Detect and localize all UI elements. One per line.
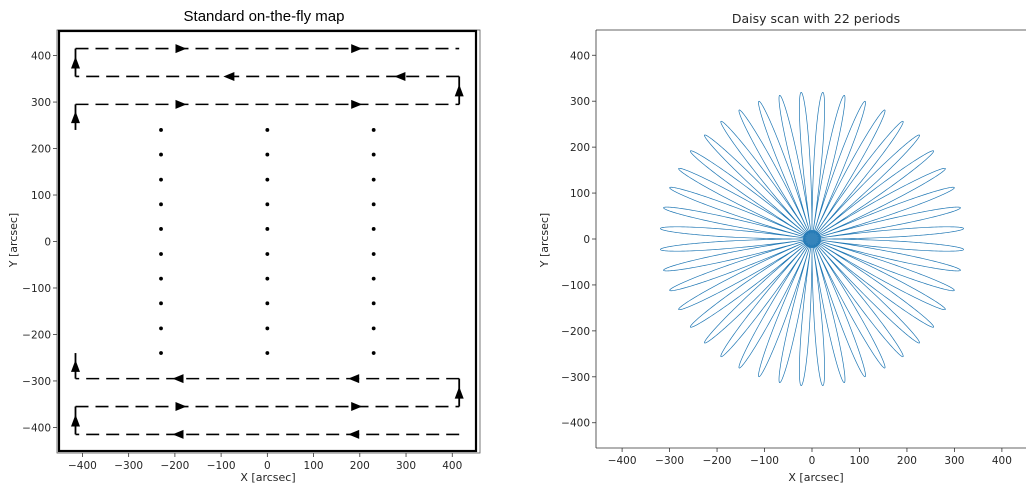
left-pointing-dot <box>371 252 376 256</box>
left-chart: Standard on-the-fly map −400 −300 −200 −100… <box>7 8 481 483</box>
left-scan-direction-arrow <box>175 44 187 54</box>
left-x-tick-label: −200 <box>160 460 189 472</box>
right-y-tick-label: −200 <box>561 326 590 338</box>
right-x-tick-label: 100 <box>849 455 869 467</box>
left-pointing-dot <box>265 227 270 231</box>
left-y-axis-label: Y [arcsec] <box>7 213 20 268</box>
left-scan-direction-arrow <box>348 374 360 384</box>
right-y-tick-label: 400 <box>570 50 590 62</box>
right-x-tick-label: −300 <box>655 455 684 467</box>
left-x-axis-label: X [arcsec] <box>240 471 295 483</box>
left-scan-direction-arrow <box>172 374 184 384</box>
left-scan-direction-arrow <box>351 44 363 54</box>
left-scan-direction-arrow <box>172 429 184 439</box>
left-pointing-dot <box>265 351 270 355</box>
daisy-center-cluster <box>803 230 821 248</box>
left-pointing-dot <box>371 177 376 182</box>
left-pointing-dot <box>265 301 270 306</box>
left-chart-title: Standard on-the-fly map <box>184 8 345 25</box>
left-y-tick-label: −100 <box>22 283 51 295</box>
left-pointing-dot <box>265 202 270 207</box>
left-scan-direction-arrow <box>175 402 187 412</box>
left-pointing-dot <box>265 326 270 331</box>
left-y-tick-label: 400 <box>31 51 51 63</box>
left-pointing-dot <box>371 326 376 331</box>
left-x-tick-label: −400 <box>68 460 97 472</box>
left-y-tick-label: 200 <box>31 144 51 156</box>
left-pointing-dot <box>371 128 376 132</box>
right-x-tick-label: 200 <box>897 455 917 467</box>
right-y-tick-label: −400 <box>561 418 590 430</box>
left-scan-direction-arrow <box>351 402 363 412</box>
left-turn-arrow <box>454 386 464 399</box>
left-scan-direction-arrow <box>348 429 360 439</box>
left-pointing-dot <box>159 326 163 331</box>
right-y-tick-label: 0 <box>583 234 590 246</box>
left-pointing-dot <box>371 152 376 157</box>
left-pointing-dot <box>371 276 376 281</box>
left-y-tick-label: −300 <box>22 376 51 388</box>
left-scan-direction-arrow <box>223 71 235 81</box>
left-pointing-dot <box>371 351 376 355</box>
left-pointing-dot <box>265 177 270 182</box>
left-turn-arrow <box>70 56 80 69</box>
left-pointing-dot <box>159 128 163 132</box>
left-pointing-dot <box>265 276 270 281</box>
right-y-tick-label: −100 <box>561 280 590 292</box>
left-axes-frame <box>56 29 481 454</box>
left-turn-arrow <box>70 359 80 372</box>
left-scan-direction-arrow <box>175 99 187 109</box>
left-turn-arrow <box>454 84 464 97</box>
left-pointing-dot <box>159 177 163 182</box>
right-y-tick-label: 200 <box>570 142 590 154</box>
left-y-tick-label: 0 <box>44 237 51 249</box>
right-x-axis-label: X [arcsec] <box>788 471 843 483</box>
left-x-tick-label: 100 <box>304 460 324 472</box>
right-y-axis-label: Y [arcsec] <box>538 213 551 268</box>
left-y-tick-label: −200 <box>22 329 51 341</box>
left-pointing-dot <box>159 152 163 157</box>
left-pointing-dot <box>159 301 163 306</box>
left-pointing-dot <box>265 128 270 132</box>
left-pointing-dot <box>371 227 376 231</box>
right-chart: Daisy scan with 22 periods −400 −300 −200 −… <box>538 11 1026 483</box>
left-x-tick-label: −300 <box>114 460 143 472</box>
left-x-tick-label: −100 <box>207 460 236 472</box>
right-x-tick-label: −400 <box>608 455 637 467</box>
left-pointing-dot <box>159 351 163 355</box>
left-x-tick-label: 400 <box>442 460 462 472</box>
left-pointing-dot <box>159 202 163 207</box>
left-scan-direction-arrow <box>351 99 363 109</box>
left-x-tick-label: 0 <box>264 460 271 472</box>
right-chart-title: Daisy scan with 22 periods <box>732 11 900 26</box>
left-pointing-dot <box>371 301 376 306</box>
left-pointing-dot <box>265 252 270 256</box>
right-x-tick-label: −200 <box>703 455 732 467</box>
left-turn-arrow <box>70 414 80 427</box>
left-map-border <box>57 29 478 453</box>
left-pointing-dot <box>159 276 163 281</box>
left-pointing-dot <box>265 152 270 157</box>
left-y-tick-label: 100 <box>31 190 51 202</box>
left-pointing-dot <box>371 202 376 207</box>
right-x-tick-label: −100 <box>750 455 779 467</box>
left-y-tick-label: 300 <box>31 97 51 109</box>
left-scan-direction-arrow <box>394 71 406 81</box>
right-y-tick-label: −300 <box>561 372 590 384</box>
right-x-tick-label: 400 <box>992 455 1012 467</box>
left-pointing-dot <box>159 252 163 256</box>
right-x-tick-label: 0 <box>809 455 816 467</box>
left-pointing-dot <box>159 227 163 231</box>
right-y-tick-label: 100 <box>570 188 590 200</box>
right-x-tick-label: 300 <box>944 455 964 467</box>
left-x-tick-label: 300 <box>396 460 416 472</box>
left-turn-arrow <box>70 111 80 124</box>
left-y-tick-label: −400 <box>22 422 51 434</box>
right-y-tick-label: 300 <box>570 96 590 108</box>
left-x-tick-label: 200 <box>350 460 370 472</box>
